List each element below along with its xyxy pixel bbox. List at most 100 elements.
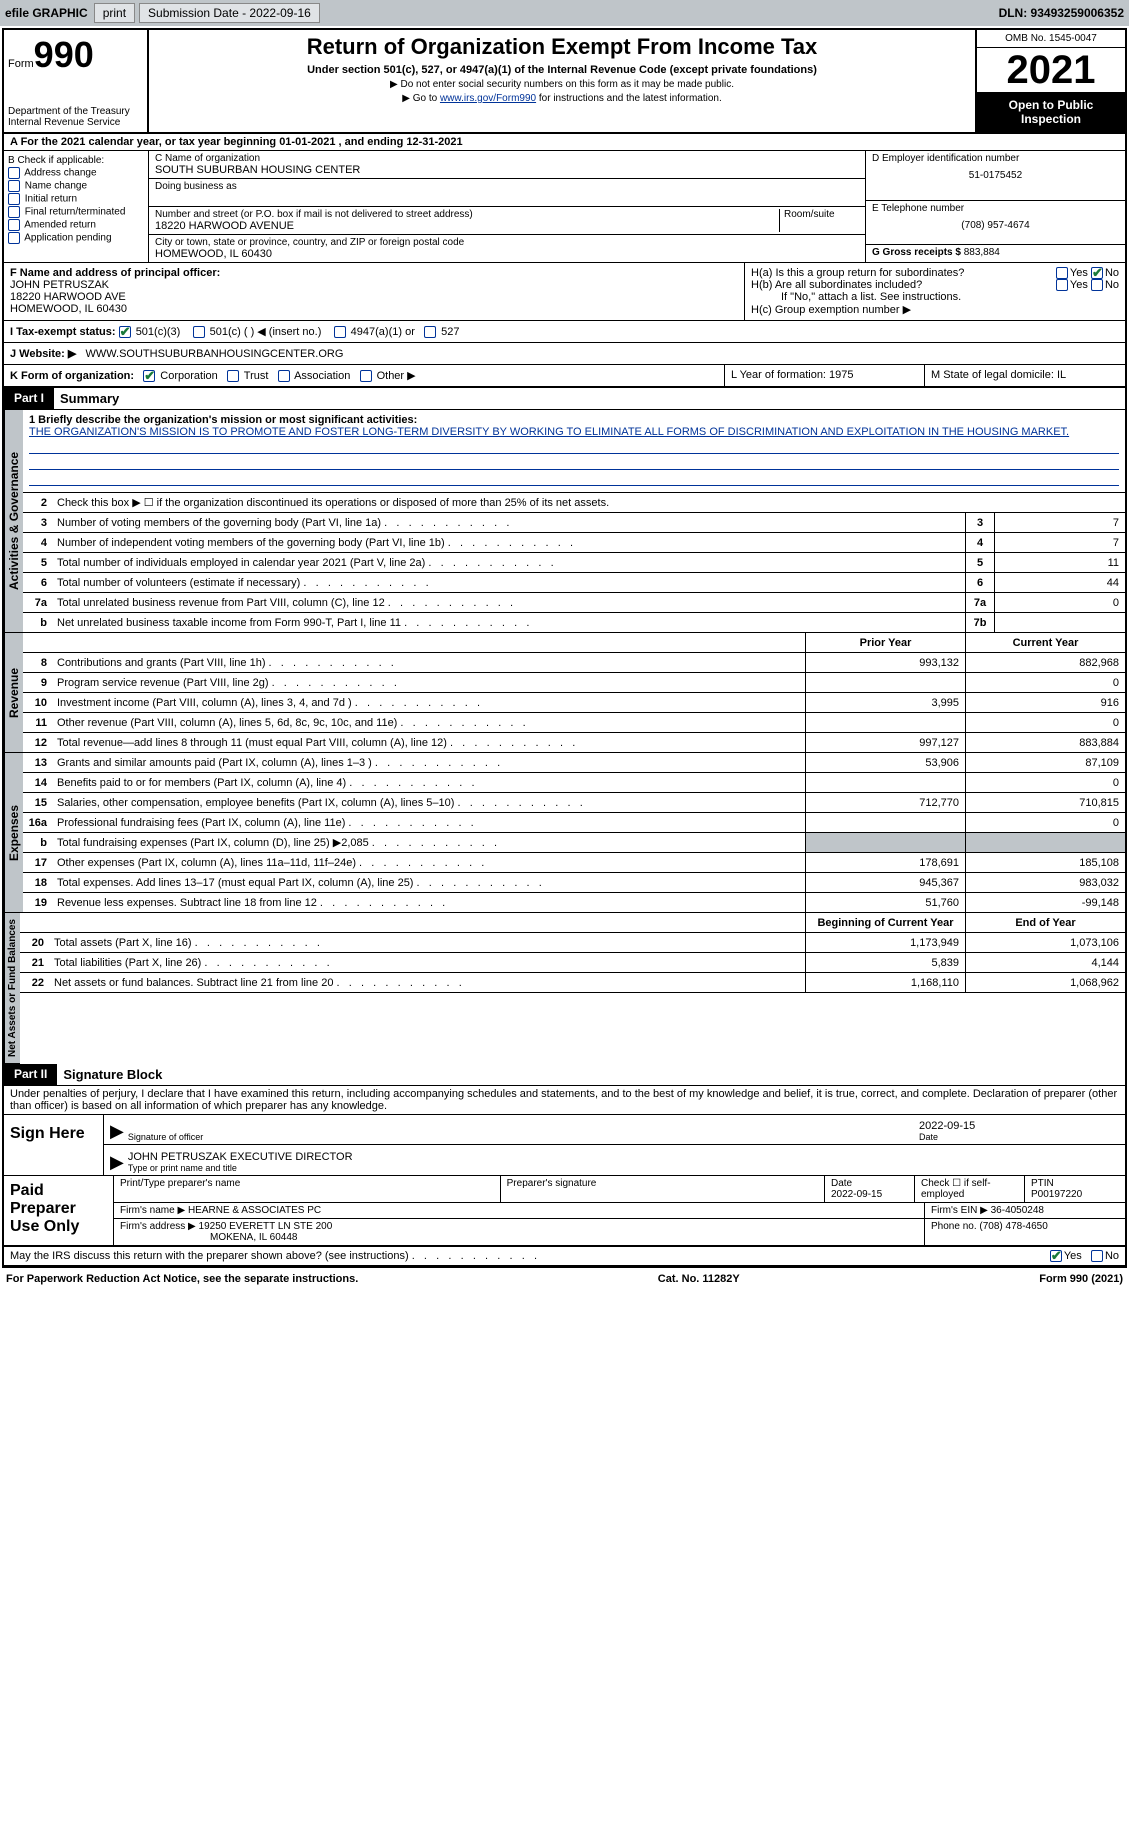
block-b-c-d: B Check if applicable: Address change Na… [4, 151, 1125, 263]
part2-header: Part II Signature Block [4, 1064, 1125, 1086]
form-title: Return of Organization Exempt From Incom… [153, 34, 971, 60]
chk-group-yes[interactable] [1056, 267, 1068, 279]
row-i-tax-status: I Tax-exempt status: 501(c)(3) 501(c) ( … [4, 321, 1125, 343]
chk-assoc[interactable] [278, 370, 290, 382]
street-address: 18220 HARWOOD AVENUE [155, 220, 779, 232]
chk-501c3[interactable] [119, 326, 131, 338]
tab-expenses: Expenses [4, 753, 23, 913]
org-name: SOUTH SUBURBAN HOUSING CENTER [155, 164, 859, 176]
line-4: 4Number of independent voting members of… [23, 533, 1125, 553]
street-label: Number and street (or P.O. box if mail i… [155, 209, 779, 220]
summary-expenses: Expenses 13Grants and similar amounts pa… [4, 753, 1125, 913]
form-number: 990 [34, 34, 94, 75]
city-label: City or town, state or province, country… [155, 237, 859, 248]
print-button[interactable]: print [94, 3, 135, 23]
chk-4947[interactable] [334, 326, 346, 338]
chk-527[interactable] [424, 326, 436, 338]
tab-net-assets: Net Assets or Fund Balances [4, 913, 20, 1064]
note-goto: ▶ Go to www.irs.gov/Form990 for instruct… [153, 93, 971, 104]
form-990: Form990 Department of the Treasury Inter… [2, 28, 1127, 1268]
chk-corp[interactable] [143, 370, 155, 382]
org-name-label: C Name of organization [155, 153, 859, 164]
form-label: Form [8, 58, 34, 70]
line-16a: 16aProfessional fundraising fees (Part I… [23, 813, 1125, 833]
tab-activities-governance: Activities & Governance [4, 410, 23, 633]
summary-activities-governance: Activities & Governance 1 Briefly descri… [4, 410, 1125, 633]
line-6: 6Total number of volunteers (estimate if… [23, 573, 1125, 593]
irs-link[interactable]: www.irs.gov/Form990 [440, 93, 536, 104]
line-22: 22Net assets or fund balances. Subtract … [20, 973, 1125, 993]
line-8: 8Contributions and grants (Part VIII, li… [23, 653, 1125, 673]
line-12: 12Total revenue—add lines 8 through 11 (… [23, 733, 1125, 753]
chk-other[interactable] [360, 370, 372, 382]
header-left: Form990 Department of the Treasury Inter… [4, 30, 149, 132]
line-10: 10Investment income (Part VIII, column (… [23, 693, 1125, 713]
net-header: Beginning of Current Year End of Year [20, 913, 1125, 933]
state-domicile: M State of legal domicile: IL [925, 365, 1125, 386]
signer-name: JOHN PETRUSZAK EXECUTIVE DIRECTOR [128, 1151, 1119, 1163]
chk-sub-yes[interactable] [1056, 279, 1068, 291]
gross-receipts-label: G Gross receipts $ [872, 247, 961, 258]
col-h-group: H(a) Is this a group return for subordin… [745, 263, 1125, 320]
year-formation: L Year of formation: 1975 [725, 365, 925, 386]
row-k-form-org: K Form of organization: Corporation Trus… [4, 365, 1125, 388]
part1-header: Part I Summary [4, 388, 1125, 410]
rev-header: Prior Year Current Year [23, 633, 1125, 653]
row-j-website: J Website: ▶ WWW.SOUTHSUBURBANHOUSINGCEN… [4, 343, 1125, 365]
line-20: 20Total assets (Part X, line 16)1,173,94… [20, 933, 1125, 953]
chk-sub-no[interactable] [1091, 279, 1103, 291]
paid-preparer-block: Paid Preparer Use Only Print/Type prepar… [4, 1176, 1125, 1247]
line-b: bNet unrelated business taxable income f… [23, 613, 1125, 633]
omb-number: OMB No. 1545-0047 [977, 30, 1125, 48]
open-inspection: Open to Public Inspection [977, 92, 1125, 132]
line-5: 5Total number of individuals employed in… [23, 553, 1125, 573]
efile-label: efile GRAPHIC [5, 6, 88, 20]
col-b-checkboxes: B Check if applicable: Address change Na… [4, 151, 149, 262]
line-21: 21Total liabilities (Part X, line 26)5,8… [20, 953, 1125, 973]
dln-label: DLN: 93493259006352 [999, 6, 1124, 20]
submission-date-button[interactable]: Submission Date - 2022-09-16 [139, 3, 320, 23]
form-subtitle: Under section 501(c), 527, or 4947(a)(1)… [153, 64, 971, 76]
header-right: OMB No. 1545-0047 2021 Open to Public In… [975, 30, 1125, 132]
firm-name: HEARNE & ASSOCIATES PC [188, 1205, 321, 1216]
note-ssn: ▶ Do not enter social security numbers o… [153, 79, 971, 90]
line-9: 9Program service revenue (Part VIII, lin… [23, 673, 1125, 693]
chk-discuss-yes[interactable] [1050, 1250, 1062, 1262]
row-a-calendar-year: A For the 2021 calendar year, or tax yea… [4, 134, 1125, 151]
summary-revenue: Revenue Prior Year Current Year 8Contrib… [4, 633, 1125, 753]
ein-label: D Employer identification number [872, 153, 1119, 164]
phone-value: (708) 957-4674 [872, 220, 1119, 231]
dba-label: Doing business as [155, 181, 859, 192]
chk-trust[interactable] [227, 370, 239, 382]
line-13: 13Grants and similar amounts paid (Part … [23, 753, 1125, 773]
line-3: 3Number of voting members of the governi… [23, 513, 1125, 533]
tab-revenue: Revenue [4, 633, 23, 753]
summary-net-assets: Net Assets or Fund Balances Beginning of… [4, 913, 1125, 1064]
chk-group-no[interactable] [1091, 267, 1103, 279]
form-header: Form990 Department of the Treasury Inter… [4, 30, 1125, 134]
col-f-officer: F Name and address of principal officer:… [4, 263, 745, 320]
dept-label: Department of the Treasury Internal Reve… [8, 106, 143, 128]
chk-application-pending[interactable]: Application pending [8, 232, 144, 244]
line-7a: 7aTotal unrelated business revenue from … [23, 593, 1125, 613]
chk-final-return[interactable]: Final return/terminated [8, 206, 144, 218]
page-footer: For Paperwork Reduction Act Notice, see … [0, 1270, 1129, 1288]
ein-value: 51-0175452 [872, 170, 1119, 181]
chk-501c[interactable] [193, 326, 205, 338]
line-19: 19Revenue less expenses. Subtract line 1… [23, 893, 1125, 913]
line-15: 15Salaries, other compensation, employee… [23, 793, 1125, 813]
chk-name-change[interactable]: Name change [8, 180, 144, 192]
header-mid: Return of Organization Exempt From Incom… [149, 30, 975, 132]
perjury-declaration: Under penalties of perjury, I declare th… [4, 1086, 1125, 1115]
col-d-ein: D Employer identification number 51-0175… [865, 151, 1125, 262]
phone-label: E Telephone number [872, 203, 1119, 214]
chk-initial-return[interactable]: Initial return [8, 193, 144, 205]
chk-address-change[interactable]: Address change [8, 167, 144, 179]
row-f-h: F Name and address of principal officer:… [4, 263, 1125, 321]
line2: 2Check this box ▶ ☐ if the organization … [23, 493, 1125, 513]
sign-here-block: Sign Here ▶ Signature of officer 2022-09… [4, 1115, 1125, 1176]
gross-receipts-value: 883,884 [964, 247, 1000, 258]
chk-amended-return[interactable]: Amended return [8, 219, 144, 231]
line-b: bTotal fundraising expenses (Part IX, co… [23, 833, 1125, 853]
chk-discuss-no[interactable] [1091, 1250, 1103, 1262]
